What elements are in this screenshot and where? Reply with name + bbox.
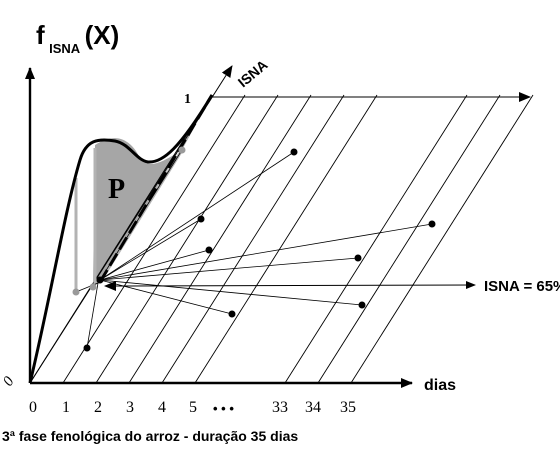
x-tick-label: 5 bbox=[189, 399, 197, 416]
connector-line bbox=[99, 223, 433, 281]
x-tick-label: 34 bbox=[305, 399, 321, 416]
annotation-arrow bbox=[104, 280, 476, 291]
x-axis-label: dias bbox=[424, 377, 456, 394]
x-tick-label: 35 bbox=[340, 399, 356, 416]
y-axis-label-main: f bbox=[36, 20, 45, 50]
x-tick-ellipsis: • • • bbox=[213, 401, 234, 416]
day-line bbox=[128, 94, 312, 384]
annotation-label-bg bbox=[482, 274, 560, 296]
origin-label: 0 bbox=[0, 374, 18, 390]
annotation-label: ISNA = 65% bbox=[484, 278, 560, 295]
sample-point bbox=[83, 344, 91, 352]
sample-points bbox=[83, 148, 436, 352]
y-axis-label-arg: (X) bbox=[85, 20, 120, 50]
connector-line bbox=[99, 249, 210, 281]
x-tick-label: 2 bbox=[94, 399, 102, 416]
day-line bbox=[161, 94, 345, 384]
sample-point bbox=[354, 254, 362, 262]
y-axis-label: f ISNA (X) bbox=[36, 20, 119, 57]
diagonal-axis-label: ISNA bbox=[235, 57, 271, 91]
x-tick-label: 4 bbox=[158, 399, 166, 416]
x-tick-label: 33 bbox=[272, 399, 288, 416]
x-tick-label: 3 bbox=[126, 399, 134, 416]
projected-points bbox=[72, 146, 186, 296]
connector-line bbox=[99, 257, 359, 281]
connector-line bbox=[86, 282, 99, 349]
y-axis-label-sub: ISNA bbox=[49, 41, 81, 56]
sample-point bbox=[290, 148, 298, 156]
sample-point bbox=[228, 310, 236, 318]
sample-point bbox=[358, 301, 366, 309]
projected-point bbox=[72, 288, 80, 296]
x-tick-labels: 0 1 2 3 4 5 33 34 35 bbox=[29, 399, 356, 416]
sample-point bbox=[96, 276, 104, 284]
day-line bbox=[284, 94, 468, 384]
connector-line bbox=[99, 149, 183, 281]
distribution-curve bbox=[28, 94, 214, 384]
connector-line bbox=[99, 279, 233, 315]
projected-point bbox=[89, 283, 97, 291]
projected-point bbox=[178, 146, 186, 154]
dashed-secant bbox=[98, 94, 214, 283]
day-line bbox=[95, 94, 279, 384]
region-p-label: P bbox=[108, 174, 125, 205]
connector-line bbox=[99, 151, 295, 281]
sample-point bbox=[428, 220, 436, 228]
figure-caption: 3ª fase fenológica do arroz - duração 35… bbox=[2, 428, 298, 444]
connector-line bbox=[99, 279, 363, 306]
diagonal-axis-one: 1 bbox=[184, 92, 191, 107]
sample-point bbox=[197, 215, 205, 223]
x-tick-label: 0 bbox=[29, 399, 37, 416]
day-line bbox=[62, 94, 246, 384]
sample-point bbox=[205, 246, 213, 254]
connector-line bbox=[99, 218, 202, 281]
day-line bbox=[350, 94, 534, 384]
day-line bbox=[194, 94, 378, 384]
x-tick-label: 1 bbox=[62, 399, 70, 416]
day-line bbox=[317, 94, 501, 384]
